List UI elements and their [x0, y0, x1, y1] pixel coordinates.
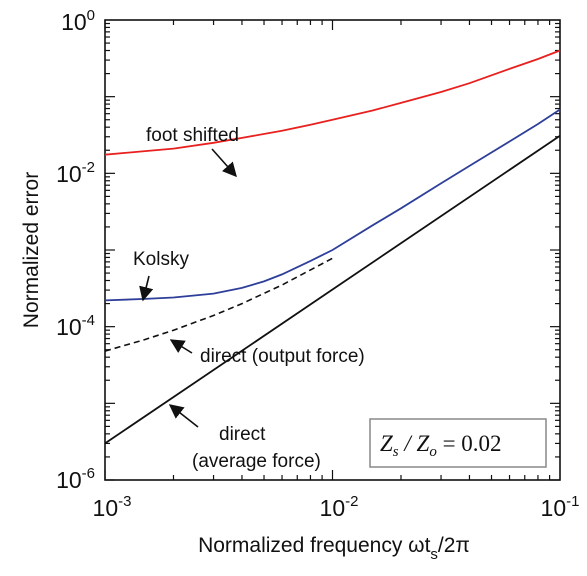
annotation-direct-average-force: direct	[219, 424, 266, 445]
y-tick-label: 10-6	[56, 465, 95, 493]
y-tick-label: 10-4	[56, 312, 95, 340]
annotation-arrow	[139, 275, 154, 302]
y-tick-label: 10-2	[56, 159, 95, 187]
annotation-direct-average-force: (average force)	[192, 451, 321, 472]
y-axis-title: Normalized error	[20, 172, 43, 328]
series-line-kolsky	[104, 108, 561, 302]
series-line-direct-average-force	[104, 134, 561, 445]
parameter-box	[369, 418, 547, 468]
series-line-direct-output-force	[104, 257, 333, 352]
annotation-arrow	[169, 339, 193, 354]
annotation-kolsky: Kolsky	[133, 249, 189, 270]
annotation-direct-output-force: direct (output force)	[200, 346, 365, 367]
x-axis-title: Normalized frequency ωts/2π	[198, 534, 470, 563]
parameter-equation: Zs / Zo = 0.02	[380, 431, 502, 460]
x-tick-label: 10-3	[93, 493, 132, 521]
axis-ticks	[104, 20, 560, 481]
x-tick-label: 10-2	[320, 493, 359, 521]
annotation-foot-shifted: foot shifted	[146, 125, 239, 146]
series-line-foot-shifted	[104, 49, 561, 156]
y-tick-label: 100	[61, 7, 95, 35]
annotation-arrow	[211, 148, 237, 178]
annotation-arrow	[168, 404, 199, 428]
x-tick-label: 10-1	[541, 493, 580, 521]
